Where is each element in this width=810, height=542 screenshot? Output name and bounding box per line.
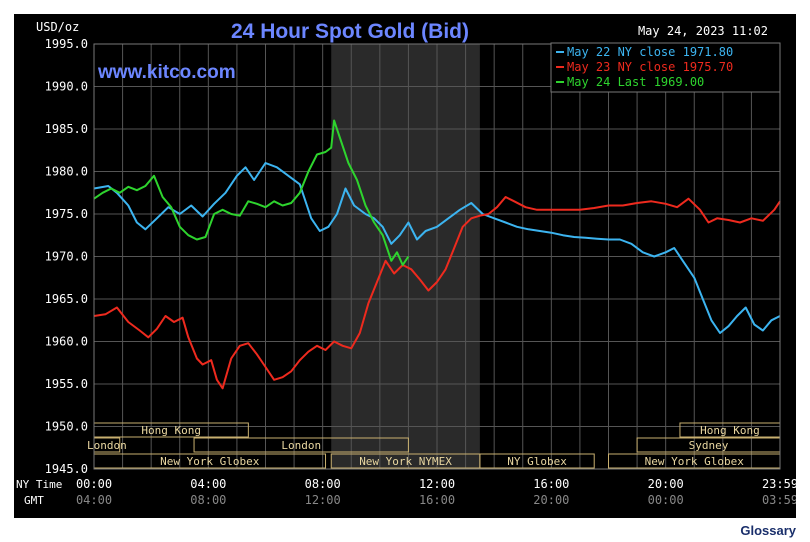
x-tick-label-ny: 08:00 [305,477,341,491]
y-tick-label: 1990.0 [45,80,88,94]
chart-frame: Hong Kong Hong Kong London London Sydney New … [14,14,796,518]
session-label: New York NYMEX [359,455,452,468]
series-line-1 [93,162,781,334]
session-label: NY Globex [507,455,567,468]
series-line-3 [93,119,410,266]
gmt-label: GMT [24,494,44,507]
x-tick-label-ny: 20:00 [648,477,684,491]
plot-frame [93,43,781,470]
y-tick-label: 1950.0 [45,420,88,434]
x-tick-label-gmt: 03:59 [762,493,796,507]
y-tick-label: 1975.0 [45,207,88,221]
gold-price-chart: Hong Kong Hong Kong London London Sydney New … [16,20,796,507]
session-label: London [87,439,127,452]
y-tick-label: 1995.0 [45,37,88,51]
y-tick-label: 1985.0 [45,122,88,136]
session-bar: London [87,437,127,453]
y-tick-label: 1945.0 [45,462,88,476]
x-tick-label-gmt: 16:00 [419,493,455,507]
session-label: Hong Kong [141,424,201,437]
session-box [479,453,595,469]
session-bar: New York Globex [608,453,781,469]
session-label: London [281,439,321,452]
y-tick-label: 1965.0 [45,292,88,306]
x-tick-label-ny: 04:00 [190,477,226,491]
session-box [193,437,409,453]
session-bar: Sydney [636,437,781,453]
ny-time-label: NY Time [16,478,62,491]
session-label: Sydney [689,439,729,452]
x-tick-label-ny: 16:00 [533,477,569,491]
legend-entry: May 22 NY close 1971.80 [567,45,733,59]
y-tick-label: 1980.0 [45,165,88,179]
series-line-2 [93,196,781,390]
glossary-link[interactable]: Glossary [740,523,796,538]
legend-entry: May 23 NY close 1975.70 [567,60,733,74]
x-tick-label-gmt: 04:00 [76,493,112,507]
x-tick-label-gmt: 12:00 [305,493,341,507]
session-bar: NY Globex [479,453,595,469]
timestamp-label: May 24, 2023 11:02 [638,24,768,38]
session-bar: New York Globex [93,453,327,469]
x-tick-label-gmt: 00:00 [648,493,684,507]
website-label: www.kitco.com [97,62,236,83]
session-label: New York Globex [160,455,260,468]
session-label: New York Globex [645,455,745,468]
y-tick-label: 1955.0 [45,377,88,391]
x-tick-label-ny: 00:00 [76,477,112,491]
legend-box [550,42,781,93]
chart-title: 24 Hour Spot Gold (Bid) [231,20,469,43]
session-bar: Hong Kong [93,422,249,438]
session-label: Hong Kong [700,424,760,437]
x-tick-label-ny: 12:00 [419,477,455,491]
session-bar: London [193,437,409,453]
session-bar: Hong Kong [679,422,781,438]
x-tick-label-gmt: 20:00 [533,493,569,507]
y-axis-label: USD/oz [36,20,79,34]
y-tick-label: 1970.0 [45,250,88,264]
y-tick-label: 1960.0 [45,335,88,349]
x-tick-label-ny: 23:59 [762,477,796,491]
x-tick-label-gmt: 08:00 [190,493,226,507]
legend-entry: May 24 Last 1969.00 [567,75,704,89]
